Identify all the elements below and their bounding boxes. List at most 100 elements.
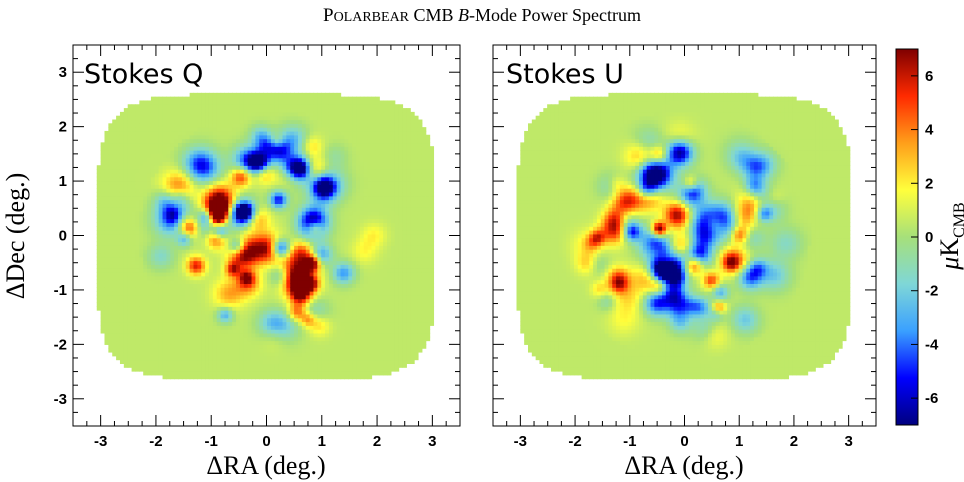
heatmap-cell <box>123 271 129 277</box>
heatmap-cell <box>123 157 129 163</box>
heatmap-cell <box>147 188 152 193</box>
heatmap-cell <box>356 340 361 345</box>
heatmap-cell <box>255 119 260 124</box>
heatmap-cell <box>259 306 264 311</box>
heatmap-cell <box>185 111 191 117</box>
heatmap-cell <box>189 157 195 163</box>
heatmap-cell <box>278 218 284 224</box>
heatmap-cell <box>123 283 129 288</box>
heatmap-cell <box>205 313 210 319</box>
heatmap-cell <box>305 96 311 102</box>
heatmap-cell <box>127 127 133 132</box>
heatmap-cell <box>294 226 299 231</box>
heatmap-cell <box>359 218 365 224</box>
heatmap-cell <box>154 127 160 132</box>
heatmap-cell <box>201 191 206 197</box>
heatmap-cell <box>340 363 346 368</box>
heatmap-cell <box>313 283 318 288</box>
heatmap-cell <box>232 321 237 326</box>
heatmap-cell <box>100 149 106 155</box>
heatmap-cell <box>162 241 168 246</box>
heatmap-cell <box>301 210 307 216</box>
heatmap-cell <box>294 279 299 284</box>
heatmap-cell <box>170 252 175 258</box>
heatmap-cell <box>340 302 346 307</box>
heatmap-cell <box>170 195 175 201</box>
heatmap-cell <box>317 218 322 224</box>
heatmap-cell <box>232 367 237 372</box>
heatmap-cell <box>104 134 109 140</box>
heatmap-cell <box>356 351 361 357</box>
heatmap-cell <box>352 340 357 345</box>
heatmap-cell <box>147 169 152 174</box>
heatmap-cell <box>220 249 226 254</box>
heatmap-cell <box>313 199 318 204</box>
heatmap-cell <box>286 153 291 159</box>
heatmap-cell <box>178 108 183 113</box>
heatmap-cell <box>131 302 137 307</box>
heatmap-cell <box>243 294 249 300</box>
heatmap-cell <box>297 233 303 239</box>
heatmap-cell <box>181 344 187 349</box>
heatmap-cell <box>359 188 365 193</box>
heatmap-cell <box>96 203 102 208</box>
heatmap-cell <box>143 363 148 368</box>
heatmap-cell <box>139 222 144 227</box>
heatmap-cell <box>135 245 140 250</box>
heatmap-cell <box>147 355 152 361</box>
heatmap-cell <box>154 329 160 334</box>
heatmap-cell <box>158 157 164 163</box>
heatmap-cell <box>174 203 179 208</box>
heatmap-cell <box>143 310 148 315</box>
heatmap-cell <box>162 138 168 144</box>
heatmap-cell <box>317 229 322 235</box>
heatmap-cell <box>251 355 257 361</box>
heatmap-cell <box>193 153 198 159</box>
heatmap-cell <box>123 146 129 151</box>
heatmap-cell <box>243 306 249 311</box>
heatmap-cell <box>336 104 342 109</box>
heatmap-cell <box>301 321 307 326</box>
heatmap-cell <box>263 157 268 163</box>
heatmap-cell <box>166 290 171 296</box>
heatmap-cell <box>162 302 168 307</box>
heatmap-cell <box>116 161 121 166</box>
heatmap-cell <box>108 256 113 262</box>
heatmap-cell <box>236 279 241 284</box>
heatmap-cell <box>263 260 268 265</box>
heatmap-cell <box>251 210 257 216</box>
heatmap-cell <box>340 104 346 109</box>
heatmap-cell <box>309 351 315 357</box>
heatmap-cell <box>143 344 148 349</box>
heatmap-cell <box>131 161 137 166</box>
heatmap-cell <box>340 184 346 189</box>
heatmap-cell <box>328 336 334 342</box>
heatmap-cell <box>212 119 218 124</box>
heatmap-cell <box>317 344 322 349</box>
heatmap-cell <box>259 233 264 239</box>
heatmap-cell <box>344 344 349 349</box>
heatmap-cell <box>147 294 152 300</box>
heatmap-cell <box>359 363 365 368</box>
heatmap-cell <box>340 146 346 151</box>
heatmap-cell <box>139 359 144 365</box>
heatmap-cell <box>332 317 338 323</box>
heatmap-cell <box>116 214 121 220</box>
heatmap-cell <box>239 195 245 201</box>
heatmap-cell <box>224 157 229 163</box>
heatmap-cell <box>154 363 160 368</box>
heatmap-cell <box>127 172 133 178</box>
heatmap-cell <box>147 306 152 311</box>
heatmap-cell <box>212 115 218 121</box>
heatmap-cell <box>201 222 206 227</box>
heatmap-cell <box>166 100 171 105</box>
heatmap-cell <box>243 264 249 269</box>
heatmap-cell <box>212 290 218 296</box>
heatmap-cell <box>255 157 260 163</box>
heatmap-cell <box>178 207 183 212</box>
heatmap-cell <box>247 146 253 151</box>
heatmap-cell <box>325 218 330 224</box>
heatmap-cell <box>193 271 198 277</box>
heatmap-cell <box>116 222 121 227</box>
heatmap-cell <box>197 111 202 117</box>
